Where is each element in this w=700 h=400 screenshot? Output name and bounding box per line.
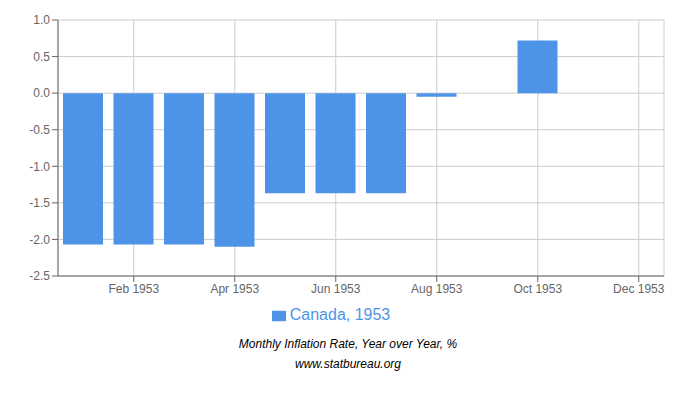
svg-text:-1.5: -1.5 xyxy=(29,196,50,210)
svg-text:Apr 1953: Apr 1953 xyxy=(210,282,259,296)
svg-text:0.0: 0.0 xyxy=(33,86,50,100)
svg-text:-2.5: -2.5 xyxy=(29,269,50,283)
html-text:Canada, 1953: Canada, 1953 xyxy=(289,306,391,323)
svg-text:Dec 1953: Dec 1953 xyxy=(613,282,665,296)
svg-text:-2.0: -2.0 xyxy=(29,233,50,247)
svg-text:-1.0: -1.0 xyxy=(29,160,50,174)
html-text:www.statbureau.org: www.statbureau.org xyxy=(295,357,401,371)
svg-text:1.0: 1.0 xyxy=(33,13,50,27)
html-text:Monthly Inflation Rate, Year o: Monthly Inflation Rate, Year over Year, … xyxy=(238,337,458,351)
svg-text:Aug 1953: Aug 1953 xyxy=(411,282,463,296)
svg-text:-0.5: -0.5 xyxy=(29,123,50,137)
svg-text:0.5: 0.5 xyxy=(33,50,50,64)
svg-text:Oct 1953: Oct 1953 xyxy=(513,282,562,296)
svg-text:Feb 1953: Feb 1953 xyxy=(108,282,159,296)
svg-text:Jun 1953: Jun 1953 xyxy=(311,282,361,296)
